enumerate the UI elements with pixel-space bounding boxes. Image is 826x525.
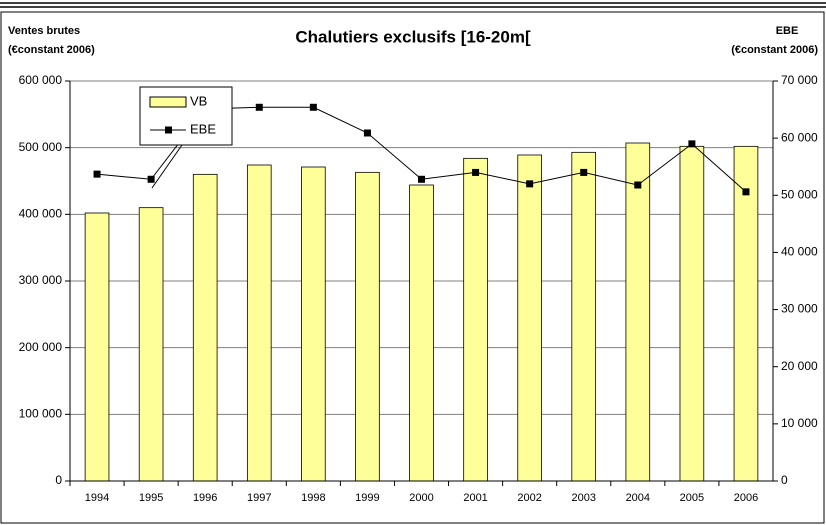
marker	[363, 129, 371, 137]
bar	[246, 164, 272, 482]
y2-tick-label: 20 000	[781, 359, 818, 373]
bar	[571, 151, 597, 482]
x-tick-label: 1998	[301, 492, 325, 504]
y2-axis-label: EBE	[776, 25, 799, 37]
x-tick-label: 2002	[517, 492, 541, 504]
y-tick-label: 300 000	[19, 273, 63, 287]
x-tick-label: 2004	[626, 492, 650, 504]
y-tick-label: 600 000	[19, 73, 63, 87]
y-tick-label: 0	[55, 473, 62, 487]
y2-axis-label: (€constant 2006)	[731, 44, 818, 56]
marker	[93, 170, 101, 178]
y-tick-label: 200 000	[19, 340, 63, 354]
bar	[84, 212, 110, 482]
chart-frame	[0, 11, 825, 524]
y-tick-label: 500 000	[19, 140, 63, 154]
x-tick-label: 2005	[680, 492, 704, 504]
bar	[301, 166, 326, 482]
bar	[733, 145, 759, 482]
x-tick-label: 1999	[355, 492, 379, 504]
marker	[634, 181, 642, 189]
x-tick-label: 1996	[193, 492, 217, 504]
marker	[309, 103, 317, 111]
bar	[355, 171, 380, 482]
x-tick-label: 2000	[409, 492, 433, 504]
y-axis-label: Ventes brutes	[8, 25, 80, 37]
y2-tick-label: 10 000	[781, 416, 818, 430]
x-tick-label: 1994	[85, 492, 109, 504]
marker	[472, 168, 480, 176]
bar	[625, 142, 651, 482]
bar	[409, 184, 434, 482]
bar	[679, 145, 705, 482]
marker	[742, 188, 750, 196]
y2-tick-label: 30 000	[781, 302, 818, 316]
y-tick-label: 100 000	[19, 407, 63, 421]
legend-label: VB	[190, 93, 207, 108]
legend	[139, 86, 233, 146]
y2-tick-label: 70 000	[781, 73, 818, 87]
x-tick-label: 2001	[463, 492, 487, 504]
x-tick-label: 2006	[734, 492, 758, 504]
bar	[463, 157, 488, 482]
bar	[517, 154, 542, 482]
y2-tick-label: 0	[781, 473, 788, 487]
bar	[138, 207, 164, 482]
x-tick-label: 2003	[571, 492, 595, 504]
legend-swatch	[149, 96, 187, 108]
x-tick-label: 1995	[139, 492, 163, 504]
chart-title: Chalutiers exclusifs [16-20m[	[295, 27, 531, 46]
y2-tick-label: 40 000	[781, 245, 818, 259]
legend-label: EBE	[190, 121, 216, 136]
marker	[255, 103, 263, 111]
y-tick-label: 400 000	[19, 207, 63, 221]
legend-swatch	[165, 126, 172, 134]
marker	[147, 175, 155, 183]
marker	[580, 168, 588, 176]
legend-leader	[151, 144, 183, 189]
y2-tick-label: 50 000	[781, 187, 818, 201]
marker	[418, 175, 425, 183]
marker	[526, 180, 534, 188]
marker	[688, 140, 696, 148]
bar	[192, 173, 218, 482]
y2-tick-label: 60 000	[781, 130, 818, 144]
x-tick-label: 1997	[247, 492, 271, 504]
y-axis-label: (€constant 2006)	[8, 44, 95, 56]
